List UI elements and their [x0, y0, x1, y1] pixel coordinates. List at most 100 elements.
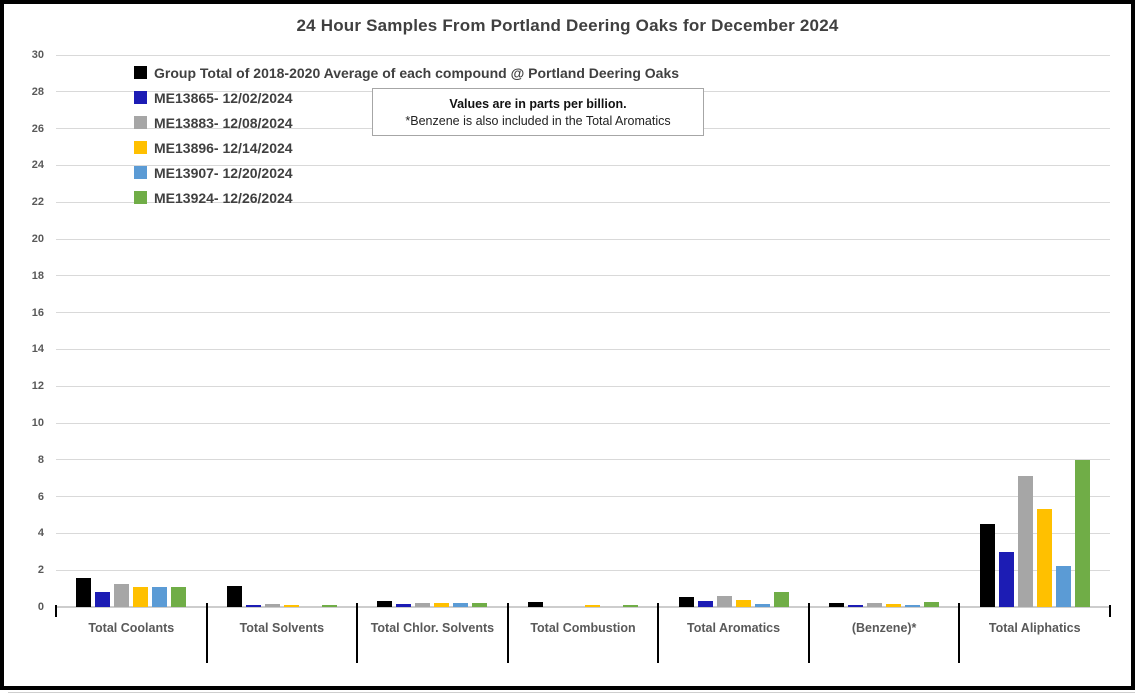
category-separator	[657, 603, 660, 663]
legend-label: ME13865- 12/02/2024	[154, 89, 293, 106]
frame-shadow	[8, 692, 1135, 693]
bar	[697, 601, 713, 607]
y-axis-label: 22	[31, 196, 44, 209]
bar	[76, 578, 92, 607]
bar	[1074, 459, 1090, 607]
y-axis-label: 4	[37, 527, 44, 540]
bar	[434, 603, 450, 607]
legend-label: ME13896- 12/14/2024	[154, 139, 293, 156]
bar	[415, 603, 431, 607]
legend-swatch-icon	[134, 191, 147, 204]
category-separator	[506, 603, 509, 663]
bar	[245, 605, 261, 607]
legend-item: ME13924- 12/26/2024	[134, 185, 679, 210]
legend-item: ME13865- 12/02/2024	[134, 85, 679, 110]
bar	[905, 605, 921, 607]
bar	[716, 595, 732, 607]
legend-label: ME13883- 12/08/2024	[154, 114, 293, 131]
bar	[321, 605, 337, 607]
bar	[867, 603, 883, 607]
gridline	[56, 532, 1110, 534]
chart-title: 24 Hour Samples From Portland Deering Oa…	[296, 16, 839, 35]
gridline	[56, 496, 1110, 498]
gridline	[56, 164, 1110, 166]
bar	[829, 603, 845, 607]
axis-edge-tick	[1109, 605, 1111, 617]
bar	[283, 605, 299, 607]
bar	[998, 551, 1014, 607]
bar	[264, 604, 280, 607]
legend-swatch-icon	[134, 116, 147, 129]
y-axis-label: 18	[31, 269, 44, 282]
category-separator	[807, 603, 810, 663]
bar	[396, 604, 412, 607]
bar	[114, 584, 130, 607]
bar	[754, 604, 770, 607]
y-axis-label: 14	[31, 343, 44, 356]
y-axis-label: 0	[37, 601, 44, 613]
bar	[678, 596, 694, 607]
y-axis-label: 28	[31, 85, 44, 98]
y-axis-label: 12	[31, 380, 44, 393]
bar	[623, 605, 638, 607]
x-axis-label: (Benzene)*	[851, 621, 917, 635]
gridline	[56, 54, 1110, 56]
legend-swatch-icon	[134, 66, 147, 79]
gridline	[56, 422, 1110, 424]
bar	[1036, 508, 1052, 607]
annotation-box: Values are in parts per billion. *Benzen…	[372, 88, 704, 136]
legend-item: ME13883- 12/08/2024	[134, 110, 679, 135]
gridline	[56, 459, 1110, 461]
gridline	[56, 312, 1110, 314]
legend-label: ME13924- 12/26/2024	[154, 189, 293, 206]
y-axis-label: 10	[31, 417, 44, 429]
legend-label: Group Total of 2018-2020 Average of each…	[154, 64, 680, 81]
y-axis-label: 30	[31, 49, 44, 61]
bar	[171, 586, 187, 607]
bar	[979, 524, 995, 607]
annotation-benzene-note: *Benzene is also included in the Total A…	[405, 114, 671, 128]
bar	[377, 600, 393, 607]
bar	[773, 592, 789, 607]
category-separator	[205, 603, 208, 663]
x-axis-label: Total Coolants	[88, 621, 175, 635]
axis-edge-tick	[55, 605, 57, 617]
x-axis-line	[56, 606, 1110, 608]
bar	[886, 604, 902, 607]
bar	[133, 586, 149, 607]
y-axis-label: 20	[31, 233, 44, 245]
legend: Group Total of 2018-2020 Average of each…	[134, 60, 679, 210]
y-axis-label: 2	[37, 564, 44, 577]
legend-label: ME13907- 12/20/2024	[154, 164, 293, 181]
legend-item: Group Total of 2018-2020 Average of each…	[134, 60, 679, 85]
x-axis-label: Total Chlor. Solvents	[370, 621, 495, 635]
gridline	[56, 569, 1110, 571]
x-axis-label: Total Aromatics	[687, 621, 781, 635]
bar	[453, 603, 469, 607]
gridline	[56, 385, 1110, 387]
bar	[1017, 476, 1033, 607]
x-axis-label: Total Aliphatics	[988, 621, 1081, 635]
legend-item: ME13907- 12/20/2024	[134, 160, 679, 185]
bar	[585, 605, 600, 607]
y-axis-label: 24	[31, 159, 44, 172]
bar	[848, 605, 864, 607]
bar	[152, 586, 168, 607]
y-axis-label: 8	[37, 453, 44, 466]
legend-swatch-icon	[134, 141, 147, 154]
bar	[924, 602, 940, 607]
y-axis-label: 16	[31, 306, 44, 319]
category-separator	[958, 603, 961, 663]
gridline	[56, 348, 1110, 350]
legend-swatch-icon	[134, 166, 147, 179]
y-axis-label: 26	[31, 122, 44, 135]
bar	[226, 585, 242, 607]
gridline	[56, 201, 1110, 203]
bar	[528, 602, 543, 607]
bar	[735, 599, 751, 607]
legend-item: ME13896- 12/14/2024	[134, 135, 679, 160]
bar	[472, 603, 488, 607]
y-axis-label: 6	[37, 490, 44, 503]
annotation-units-text: Values are in parts per billion.	[449, 97, 627, 111]
